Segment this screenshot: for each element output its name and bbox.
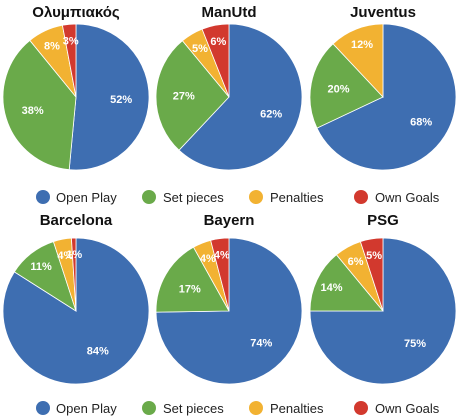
legend-label-penalties: Penalties	[270, 190, 324, 205]
slice-label-own-goals: 3%	[63, 35, 79, 47]
slice-label-penalties: 6%	[348, 256, 364, 268]
pie-title: Barcelona	[40, 212, 113, 229]
pie-title: Bayern	[204, 212, 255, 229]
legend-label-open-play: Open Play	[56, 190, 117, 205]
pie-slice-set-pieces	[309, 254, 384, 312]
slice-label-penalties: 5%	[192, 43, 208, 55]
pie-title: PSG	[367, 212, 399, 229]
legend-item-set-pieces: Set pieces	[142, 401, 224, 416]
legend-label-penalties: Penalties	[270, 401, 324, 416]
legend-item-penalties: Penalties	[249, 190, 324, 205]
slice-label-penalties: 12%	[351, 39, 373, 51]
pie-slice-open-play	[178, 23, 303, 171]
legend-item-set-pieces: Set pieces	[142, 190, 224, 205]
pie-slice-own-goals	[359, 237, 384, 312]
pie-title: ManUtd	[202, 4, 257, 21]
pie-slice-own-goals	[61, 23, 77, 98]
slice-label-open-play: 62%	[260, 109, 282, 121]
pie-slice-open-play	[316, 23, 457, 171]
pie-slice-open-play	[155, 237, 303, 385]
slice-label-own-goals: 5%	[366, 250, 382, 262]
slice-label-open-play: 75%	[404, 338, 426, 350]
slice-label-set-pieces: 11%	[30, 261, 52, 273]
slice-label-open-play: 84%	[87, 346, 109, 358]
legend-swatch-set-pieces	[142, 190, 156, 204]
legend-item-open-play: Open Play	[36, 190, 117, 205]
slice-label-penalties: 4%	[57, 250, 73, 262]
pie-slice-open-play	[309, 237, 457, 385]
slice-label-penalties: 8%	[44, 40, 60, 52]
legend-swatch-own-goals	[354, 401, 368, 415]
slice-label-open-play: 74%	[250, 338, 272, 350]
slice-label-set-pieces: 14%	[320, 282, 342, 294]
pie-slice-set-pieces	[155, 40, 230, 151]
pie-chart-psg: PSG 75% 14% 6%5%	[309, 212, 457, 385]
pie-title: Juventus	[350, 4, 416, 21]
slice-label-set-pieces: 38%	[22, 105, 44, 117]
legend-item-own-goals: Own Goals	[354, 190, 440, 205]
slice-label-set-pieces: 20%	[327, 84, 349, 96]
slice-label-open-play: 52%	[110, 94, 132, 106]
legend-top: Open Play Set pieces Penalties Own Goals	[36, 190, 440, 205]
legend-swatch-own-goals	[354, 190, 368, 204]
pie-slice-set-pieces	[2, 39, 77, 171]
legend-label-own-goals: Own Goals	[375, 401, 440, 416]
legend-bottom: Open Play Set pieces Penalties Own Goals	[36, 401, 440, 416]
slice-label-own-goals: 1%	[66, 249, 82, 261]
pie-chart-barcelona: Barcelona 84% 11% 4%1%	[2, 212, 150, 385]
pie-slice-set-pieces	[155, 246, 230, 313]
legend-item-penalties: Penalties	[249, 401, 324, 416]
pie-slice-set-pieces	[309, 43, 384, 129]
slice-label-own-goals: 4%	[214, 250, 230, 262]
pie-chart-bayern: Bayern 74% 17% 4%4%	[155, 212, 303, 385]
pie-title: Ολυμπιακός	[32, 4, 120, 21]
pie-chart-manutd: ManUtd 62% 27% 5%6%	[155, 4, 303, 171]
pie-slice-own-goals	[70, 237, 77, 312]
legend-swatch-open-play	[36, 190, 50, 204]
legend-swatch-penalties	[249, 190, 263, 204]
legend-item-own-goals: Own Goals	[354, 401, 440, 416]
legend-label-set-pieces: Set pieces	[163, 190, 224, 205]
legend-item-open-play: Open Play	[36, 401, 117, 416]
pie-chart-juventus: Juventus 68% 20% 12%	[309, 4, 457, 171]
slice-label-own-goals: 6%	[210, 36, 226, 48]
legend-label-open-play: Open Play	[56, 401, 117, 416]
slice-label-set-pieces: 27%	[173, 91, 195, 103]
legend-swatch-penalties	[249, 401, 263, 415]
legend-label-set-pieces: Set pieces	[163, 401, 224, 416]
legend-swatch-set-pieces	[142, 401, 156, 415]
pie-slice-open-play	[68, 23, 150, 171]
legend-label-own-goals: Own Goals	[375, 190, 440, 205]
pie-slice-own-goals	[210, 237, 230, 312]
pie-slice-own-goals	[201, 23, 230, 98]
pie-slice-penalties	[332, 23, 384, 99]
slice-label-open-play: 68%	[410, 116, 432, 128]
slice-label-set-pieces: 17%	[179, 283, 201, 295]
slice-label-penalties: 4%	[200, 253, 216, 265]
legend-swatch-open-play	[36, 401, 50, 415]
pie-chart-team-1: Ολυμπιακός 52% 38% 8% 3%	[2, 4, 150, 171]
